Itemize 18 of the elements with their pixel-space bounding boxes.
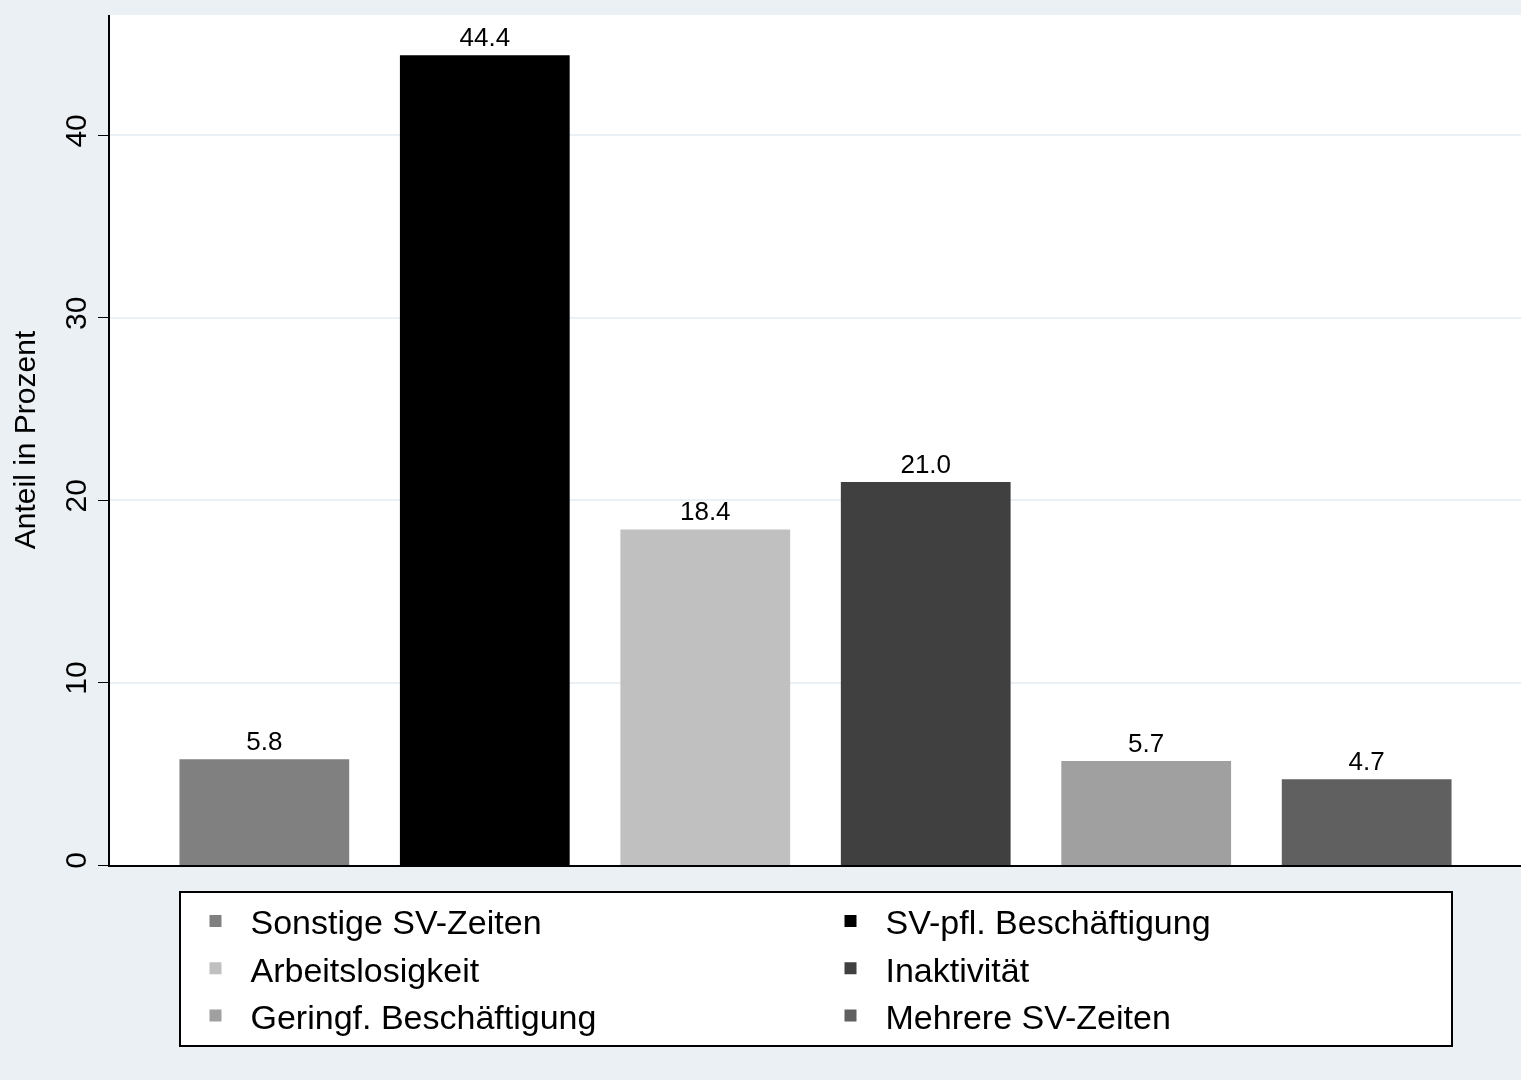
legend-label: Inaktivität bbox=[885, 950, 1030, 989]
data-label: 21.0 bbox=[900, 448, 952, 479]
data-label: 5.7 bbox=[1128, 728, 1165, 759]
legend-label: Mehrere SV-Zeiten bbox=[885, 997, 1171, 1036]
y-tick-label: 10 bbox=[59, 661, 92, 695]
legend-label: Sonstige SV-Zeiten bbox=[250, 903, 542, 942]
legend-label: Geringf. Beschäftigung bbox=[250, 997, 597, 1036]
data-label: 5.8 bbox=[246, 726, 283, 757]
y-tick-label: 20 bbox=[59, 479, 92, 513]
y-tick-label: 40 bbox=[59, 114, 92, 148]
y-tick-label: 0 bbox=[59, 852, 92, 869]
y-axis-title: Anteil in Prozent bbox=[7, 330, 41, 550]
data-label: 18.4 bbox=[679, 496, 731, 527]
legend-label: Arbeitslosigkeit bbox=[250, 950, 480, 989]
y-tick-label: 30 bbox=[59, 296, 92, 330]
data-label: 4.7 bbox=[1348, 746, 1385, 777]
data-label: 44.4 bbox=[459, 22, 511, 53]
legend-label: SV-pfl. Beschäftigung bbox=[885, 903, 1211, 942]
